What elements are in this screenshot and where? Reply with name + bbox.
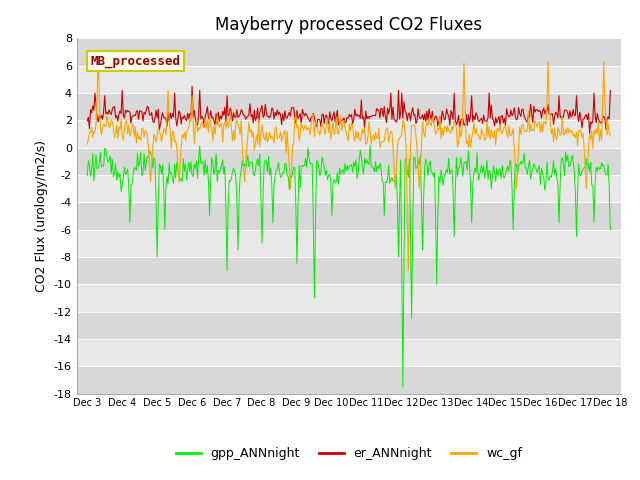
- Text: MB_processed: MB_processed: [90, 54, 180, 68]
- Bar: [77, 38, 621, 66]
- Bar: [77, 257, 621, 284]
- Bar: [77, 284, 621, 312]
- Legend: gpp_ANNnight, er_ANNnight, wc_gf: gpp_ANNnight, er_ANNnight, wc_gf: [171, 443, 527, 466]
- Bar: [77, 120, 621, 148]
- Bar: [77, 312, 621, 339]
- Bar: [77, 66, 621, 93]
- Title: Mayberry processed CO2 Fluxes: Mayberry processed CO2 Fluxes: [215, 16, 483, 34]
- Bar: [77, 366, 621, 394]
- Bar: [77, 175, 621, 203]
- Bar: [77, 339, 621, 366]
- Bar: [77, 93, 621, 120]
- Bar: [77, 203, 621, 229]
- Y-axis label: CO2 Flux (urology/m2/s): CO2 Flux (urology/m2/s): [35, 140, 48, 292]
- Bar: [77, 229, 621, 257]
- Bar: [77, 148, 621, 175]
